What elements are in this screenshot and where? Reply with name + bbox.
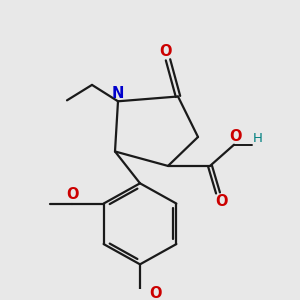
Text: O: O <box>229 130 241 145</box>
Text: O: O <box>160 44 172 59</box>
Text: O: O <box>150 286 162 300</box>
Text: H: H <box>253 132 263 146</box>
Text: O: O <box>215 194 227 209</box>
Text: N: N <box>112 86 124 101</box>
Text: O: O <box>66 188 79 202</box>
